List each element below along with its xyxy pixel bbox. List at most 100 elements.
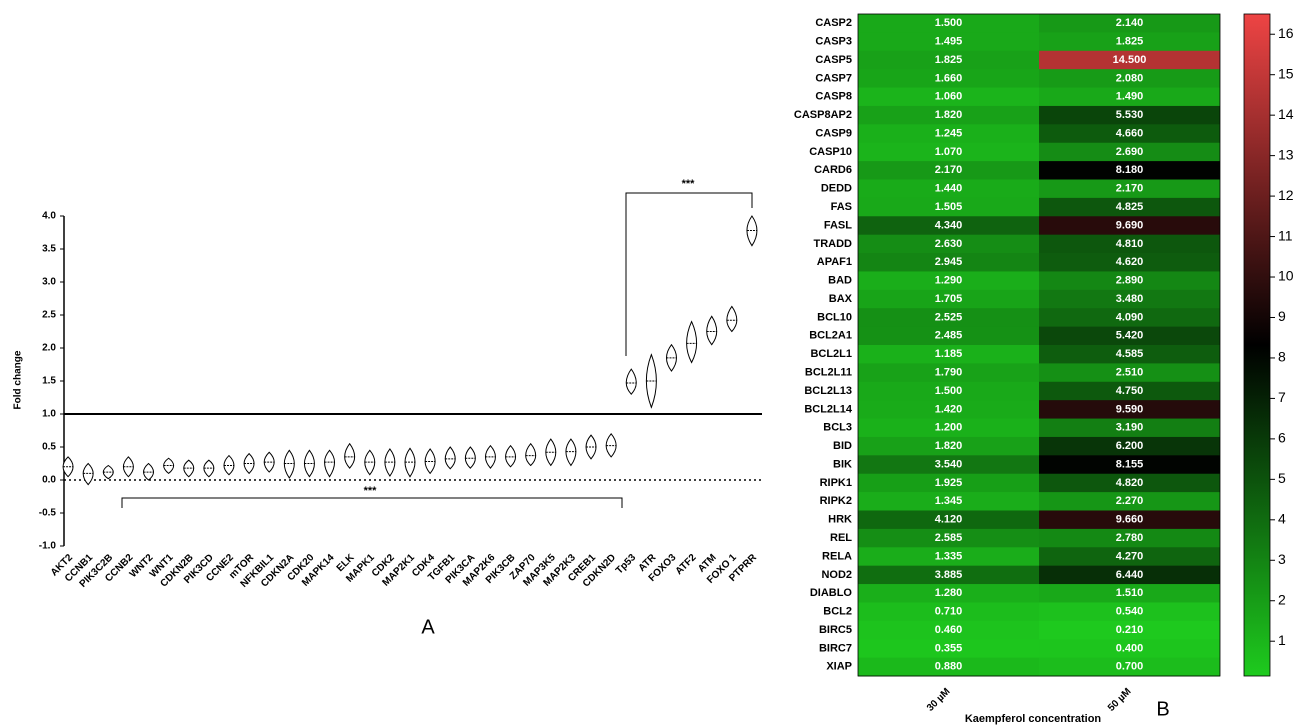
cell-label: 2.525 <box>935 311 963 323</box>
cell-label: 2.945 <box>935 256 963 268</box>
cell-label: 2.080 <box>1116 72 1144 84</box>
heatmap-cell <box>858 142 1039 162</box>
colorbar-tick-label: 9 <box>1278 308 1286 324</box>
colorbar-tick-label: 13 <box>1278 146 1294 162</box>
cell-label: 2.890 <box>1116 275 1144 287</box>
y-tick-label: 0.0 <box>42 475 56 486</box>
heatmap-cell <box>1039 657 1220 677</box>
cell-label: 2.140 <box>1116 17 1144 29</box>
violin-body <box>102 464 114 480</box>
heatmap-cell <box>858 436 1039 456</box>
y-tick-label: 0.5 <box>42 442 56 453</box>
x-axis-label: Kaempferol concentration <box>965 713 1102 725</box>
heatmap-cell <box>858 308 1039 328</box>
panel-b: Kaempferol concentration B CASP2 1.500 2.1… <box>794 13 1294 725</box>
row-label: CASP8AP2 <box>794 109 852 121</box>
row-label: DEDD <box>821 183 852 195</box>
cell-label: 9.590 <box>1116 403 1144 415</box>
heatmap-cell <box>1039 602 1220 622</box>
heatmap-cell <box>858 197 1039 217</box>
heatmap-cell <box>1039 14 1220 33</box>
heatmap-cell <box>858 620 1039 640</box>
cell-label: 1.500 <box>935 385 963 397</box>
heatmap-cell <box>1039 142 1220 162</box>
cell-label: 3.885 <box>935 569 963 581</box>
heatmap-cell <box>858 547 1039 567</box>
violin-body <box>585 434 597 460</box>
heatmap-cell <box>1039 124 1220 144</box>
violin-body <box>344 442 356 469</box>
cell-label: 1.505 <box>935 201 963 213</box>
panel-label: A <box>421 616 435 638</box>
y-tick-label: 4.0 <box>42 211 56 222</box>
column-label: 30 µM <box>925 686 953 714</box>
heatmap-cell <box>1039 326 1220 346</box>
heatmap-cell <box>858 179 1039 199</box>
y-tick-label: 2.5 <box>42 310 56 321</box>
row-label: BAX <box>829 293 853 305</box>
colorbar <box>1243 13 1271 677</box>
heatmap-cell <box>858 400 1039 420</box>
heatmap-cell <box>858 124 1039 144</box>
cell-label: 5.530 <box>1116 109 1144 121</box>
colorbar-tick-label: 3 <box>1278 551 1286 567</box>
heatmap-cell <box>1039 161 1220 180</box>
heatmap-cell <box>858 32 1039 52</box>
cell-label: 4.585 <box>1116 348 1144 360</box>
row-label: BAD <box>828 275 852 287</box>
row-label: CASP2 <box>815 17 852 29</box>
colorbar-tick-label: 15 <box>1278 65 1294 81</box>
cell-label: 1.925 <box>935 477 963 489</box>
cell-label: 1.500 <box>935 17 963 29</box>
violin-body <box>505 444 517 468</box>
row-label: RIPK1 <box>820 477 852 489</box>
bracket <box>625 192 753 356</box>
colorbar-tick-label: 14 <box>1278 106 1294 122</box>
heatmap-cell <box>858 455 1039 475</box>
heatmap-cell <box>1039 50 1220 70</box>
heatmap-cell <box>858 473 1039 493</box>
heatmap-cell <box>858 418 1039 438</box>
heatmap-cell <box>1039 289 1220 309</box>
cell-label: 1.185 <box>935 348 963 360</box>
colorbar-tick-label: 2 <box>1278 591 1286 607</box>
heatmap-cell <box>858 565 1039 585</box>
violin-body <box>243 452 255 475</box>
cell-label: 0.400 <box>1116 642 1144 654</box>
violin-body <box>444 446 456 470</box>
y-axis-label: Fold change <box>13 350 24 409</box>
cell-label: 1.200 <box>935 422 963 434</box>
heatmap-cell <box>858 528 1039 548</box>
colorbar-tick-label: 4 <box>1278 511 1286 527</box>
row-label: CASP8 <box>815 91 852 103</box>
heatmap-cell <box>858 271 1039 291</box>
bracket <box>121 497 623 508</box>
row-label: CASP9 <box>815 127 852 139</box>
heatmap-cell <box>1039 271 1220 291</box>
heatmap-cell <box>1039 565 1220 585</box>
heatmap-cell <box>858 87 1039 107</box>
cell-label: 4.820 <box>1116 477 1144 489</box>
heatmap-cell <box>858 363 1039 383</box>
cell-label: 1.345 <box>935 495 963 507</box>
cell-label: 2.270 <box>1116 495 1144 507</box>
annotation: *** <box>364 485 378 497</box>
heatmap-cell <box>858 510 1039 530</box>
row-label: BIRC7 <box>819 642 852 654</box>
violin-body <box>706 315 718 346</box>
cell-label: 1.335 <box>935 550 963 562</box>
cell-label: 2.510 <box>1116 366 1144 378</box>
row-label: BIK <box>833 458 852 470</box>
cell-label: 1.510 <box>1116 587 1144 599</box>
colorbar-tick-label: 1 <box>1278 632 1286 648</box>
heatmap-cell <box>1039 253 1220 272</box>
heatmap-cell <box>1039 234 1220 254</box>
heatmap-cell <box>1039 381 1220 401</box>
heatmap-cell <box>1039 620 1220 640</box>
heatmap-cell <box>858 657 1039 677</box>
cell-label: 4.120 <box>935 514 963 526</box>
heatmap-cell <box>1039 216 1220 236</box>
cell-label: 4.825 <box>1116 201 1144 213</box>
heatmap-cell <box>1039 363 1220 383</box>
